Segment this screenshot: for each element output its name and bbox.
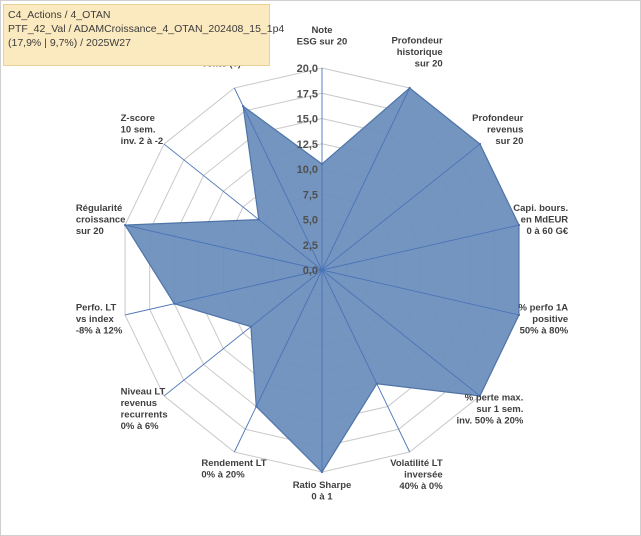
axis-label-line: Capi. bours.: [513, 203, 568, 214]
axis-label-line: Volatilité LT: [390, 458, 443, 469]
tick-label: 10,0: [297, 164, 318, 176]
axis-label-line: Ratio Sharpe: [293, 480, 352, 491]
axis-label: % perte max. sur 1 sem. inv. 50% à 20%: [456, 392, 523, 426]
tick-label: 20,0: [297, 63, 318, 75]
axis-spoke: [124, 224, 323, 271]
axis-label: % perfo 1A positive 50% à 80%: [519, 303, 569, 337]
axis-label-line: 50% à 80%: [520, 326, 569, 337]
axis-label: Rendement LT 0% à 20%: [201, 458, 266, 481]
axis-spoke: [321, 269, 520, 316]
title-line-1: C4_Actions / 4_OTAN: [8, 9, 111, 21]
axis-spoke: [321, 224, 520, 271]
tick-label: 7,5: [303, 189, 318, 201]
axis-label: Capi. bours. en MdEUR 0 à 60 G€: [513, 203, 569, 237]
axis-label: Régularité croissance sur 20: [76, 203, 126, 237]
axis-spoke: [321, 143, 481, 271]
axis-spoke: [163, 269, 323, 397]
tick-label: 12,5: [297, 139, 318, 151]
axis-spoke: [321, 269, 411, 453]
axis-label: Perfo. LT vs index -8% à 12%: [76, 303, 123, 337]
axis-label-line: 40% à 0%: [399, 481, 443, 492]
axis-label: Note ESG sur 20: [297, 25, 348, 48]
axis-label-line: inv. 2 à -2: [121, 136, 164, 147]
axis-label-line: positive: [532, 314, 568, 325]
axis-label-line: % perte max.: [465, 392, 524, 403]
axis-label-line: 0% à 6%: [121, 421, 160, 432]
axis-label-line: sur 20: [76, 226, 104, 237]
radar-tick-labels: 0,0 2,5 5,0 7,5 10,0 12,5 15,0 17,5 20,0: [297, 63, 318, 277]
axis-label-line: 0 à 60 G€: [526, 226, 568, 237]
tick-label: 5,0: [303, 215, 318, 227]
axis-label: Profondeur revenus sur 20: [472, 113, 523, 147]
axis-label: Ratio Sharpe 0 à 1: [293, 480, 352, 503]
axis-label-line: inversée: [404, 469, 443, 480]
axis-label-line: Z-score: [121, 113, 155, 124]
tick-label: 15,0: [297, 114, 318, 126]
tick-label: 2,5: [303, 240, 318, 252]
axis-label-line: sur 20: [495, 136, 523, 147]
axis-label-line: croissance: [76, 214, 126, 225]
chart-title-box: C4_Actions / 4_OTAN PTF_42_Val / ADAMCro…: [3, 4, 285, 66]
axis-label-line: revenus: [121, 398, 157, 409]
axis-spoke: [124, 269, 323, 316]
axis-label-line: 0 à 1: [311, 492, 333, 503]
axis-label-line: sur 20: [415, 59, 443, 70]
tick-label: 0,0: [303, 265, 318, 277]
tick-label: 17,5: [297, 88, 318, 100]
axis-spoke: [163, 143, 323, 271]
axis-spoke: [321, 269, 481, 397]
axis-spoke: [233, 269, 323, 453]
axis-label: Profondeur historique sur 20: [391, 36, 442, 70]
axis-label-line: Profondeur: [391, 36, 442, 47]
axis-spoke: [233, 87, 323, 271]
axis-label-line: Profondeur: [472, 113, 523, 124]
axis-label-line: en MdEUR: [521, 214, 569, 225]
axis-label-line: 10 sem.: [121, 125, 156, 136]
axis-label-line: revenus: [487, 125, 523, 136]
title-line-2: PTF_42_Val / ADAMCroissance_4_OTAN_20240…: [8, 23, 285, 35]
axis-label-line: 0% à 20%: [201, 469, 245, 480]
axis-label-line: historique: [397, 47, 443, 58]
axis-label-line: -8% à 12%: [76, 326, 123, 337]
axis-label-line: vs index: [76, 314, 115, 325]
axis-label: Z-score 10 sem. inv. 2 à -2: [121, 113, 164, 147]
title-line-3: (17,9% | 9,7%) / 2025W27: [8, 37, 131, 49]
axis-label-line: % perfo 1A: [519, 303, 569, 314]
axis-spoke: [321, 87, 411, 271]
axis-label: Volatilité LT inversée 40% à 0%: [390, 458, 443, 492]
axis-label-line: Note: [311, 25, 332, 36]
axis-label-line: Perfo. LT: [76, 303, 117, 314]
axis-label: Niveau LT revenus recurrents 0% à 6%: [121, 387, 168, 433]
axis-label-line: inv. 50% à 20%: [456, 415, 523, 426]
axis-label-line: sur 1 sem.: [476, 404, 523, 415]
axis-label-line: Régularité: [76, 203, 122, 214]
axis-label-line: Rendement LT: [201, 458, 266, 469]
axis-label-line: ESG sur 20: [297, 37, 348, 48]
axis-label-line: Niveau LT: [121, 387, 166, 398]
axis-label-line: recurrents: [121, 410, 168, 421]
